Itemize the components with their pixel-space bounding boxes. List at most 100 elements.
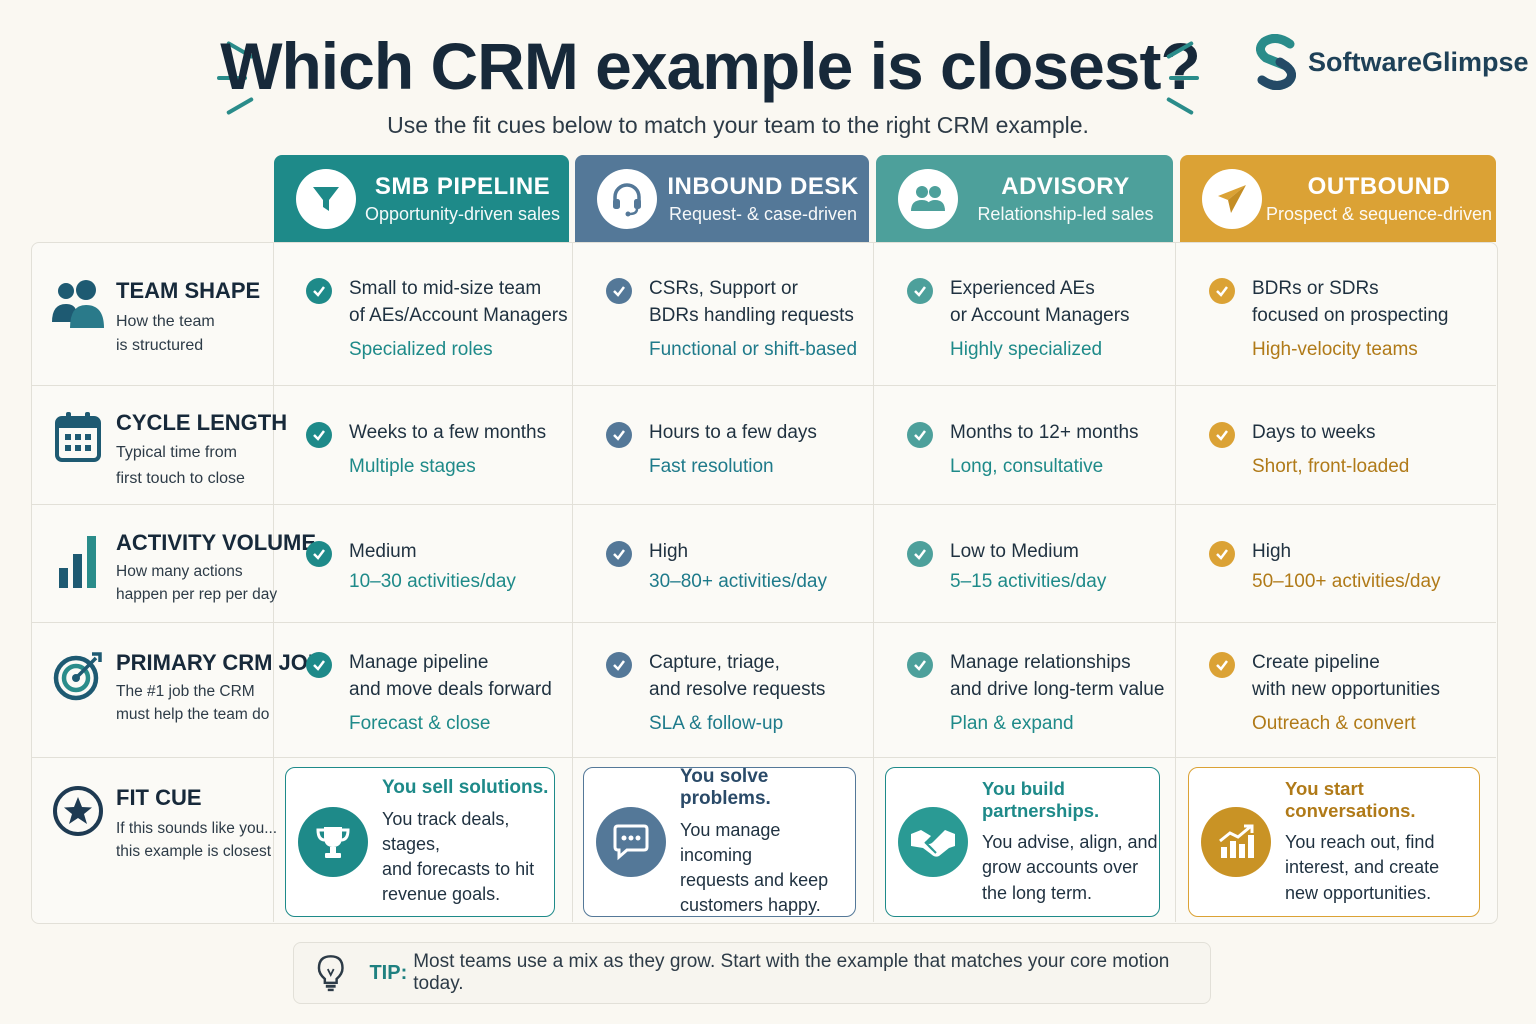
column-title: INBOUND DESK: [667, 172, 859, 200]
cell-primary-job-outbound: Create pipeline with new opportunities Ou…: [1209, 650, 1440, 735]
row-description: How the team is structured: [116, 313, 215, 354]
fit-card-body: You track deals, stages, and forecasts t…: [382, 808, 535, 905]
cell-main-text: Low to Medium: [950, 541, 1079, 562]
fit-card-outbound: You start conversations. You reach out, …: [1188, 767, 1480, 917]
check-icon: [606, 278, 632, 304]
cell-primary-job-smb: Manage pipeline and move deals forward Fo…: [306, 650, 552, 735]
grid-divider: [1175, 242, 1176, 922]
cell-sub-text: Functional or shift-based: [649, 338, 858, 360]
column-subtitle: Prospect & sequence-driven: [1265, 203, 1493, 224]
brand-s-icon: [1256, 34, 1296, 90]
chat-bubble-icon: [596, 807, 666, 877]
cell-sub-text: Outreach & convert: [1252, 712, 1416, 734]
cell-main-text: Experienced AEs or Account Managers: [950, 278, 1130, 326]
tip-banner: TIP: Most teams use a mix as they grow. …: [293, 942, 1211, 1004]
cell-cycle-length-outbound: Days to weeks Short, front-loaded: [1209, 420, 1409, 478]
cell-sub-text: SLA & follow-up: [649, 712, 784, 734]
cell-sub-text: 50–100+ activities/day: [1252, 570, 1441, 592]
cell-sub-text: 30–80+ activities/day: [649, 570, 827, 592]
row-description: The #1 job the CRM must help the team do: [116, 683, 270, 724]
cell-team-shape-smb: Small to mid-size team of AEs/Account Ma…: [306, 276, 568, 361]
cell-main-text: High: [649, 541, 689, 562]
cell-activity-volume-outbound: High 50–100+ activities/day: [1209, 539, 1441, 593]
cell-main-text: High: [1252, 541, 1292, 562]
funnel-icon: [296, 168, 356, 229]
grid-divider: [572, 242, 573, 922]
fit-card-inbound: You solve problems. You manage incoming …: [583, 765, 856, 917]
fit-card-body: You advise, align, and grow accounts ove…: [982, 832, 1158, 903]
fit-card-heading: You sell solutions.: [382, 776, 549, 798]
cell-sub-text: 10–30 activities/day: [349, 570, 516, 592]
cell-sub-text: Long, consultative: [950, 455, 1104, 477]
brand-logo: SoftwareGlimpse: [1256, 34, 1529, 90]
check-icon: [306, 278, 332, 304]
handshake-icon: [898, 807, 968, 877]
column-header-outbound: OUTBOUND Prospect & sequence-driven: [1180, 155, 1496, 242]
column-header-inbound-desk: INBOUND DESK Request- & case-driven: [575, 155, 869, 242]
fit-card-advisory: You build partnerships. You advise, alig…: [885, 767, 1160, 917]
row-label-fit-cue: FIT CUE If this sounds like you... this …: [50, 785, 277, 864]
column-title: OUTBOUND: [1307, 172, 1451, 200]
cell-main-text: Manage relationships and drive long-term…: [950, 652, 1165, 700]
paper-plane-icon: [1202, 168, 1262, 229]
cell-main-text: CSRs, Support or BDRs handling requests: [649, 278, 854, 326]
bar-chart-icon: [50, 530, 106, 590]
fit-card-smb: You sell solutions. You track deals, sta…: [285, 767, 555, 917]
cell-main-text: Small to mid-size team of AEs/Account Ma…: [349, 278, 568, 326]
people-icon: [898, 168, 958, 229]
column-subtitle: Request- & case-driven: [668, 203, 858, 224]
cell-main-text: Medium: [349, 541, 417, 562]
check-icon: [306, 541, 332, 567]
tip-label: TIP:: [369, 961, 408, 984]
fit-card-heading: You start conversations.: [1285, 778, 1416, 822]
check-icon: [907, 652, 933, 678]
cell-sub-text: Forecast & close: [349, 712, 491, 734]
cell-sub-text: Multiple stages: [349, 455, 476, 477]
column-subtitle: Relationship-led sales: [977, 203, 1154, 224]
grid-divider: [31, 504, 1496, 505]
check-icon: [606, 652, 632, 678]
fit-card-body: You reach out, find interest, and create…: [1285, 832, 1440, 903]
cell-main-text: Capture, triage, and resolve requests: [649, 652, 826, 700]
column-subtitle: Opportunity-driven sales: [364, 203, 561, 224]
trophy-icon: [298, 807, 368, 877]
row-description: Typical time from first touch to close: [116, 444, 245, 487]
lightbulb-icon: [317, 955, 344, 992]
fit-card-heading: You solve problems.: [680, 765, 771, 809]
cell-sub-text: Fast resolution: [649, 455, 774, 477]
fit-card-heading: You build partnerships.: [982, 778, 1100, 822]
grid-divider: [31, 757, 1496, 758]
row-title: CYCLE LENGTH: [116, 410, 288, 435]
grid-divider: [31, 622, 1496, 623]
row-description: If this sounds like you... this example …: [116, 820, 278, 861]
column-title: ADVISORY: [1001, 172, 1130, 200]
row-label-team-shape: TEAM SHAPE How the team is structured: [50, 278, 260, 358]
column-title: SMB PIPELINE: [374, 172, 551, 200]
row-title: TEAM SHAPE: [116, 278, 261, 303]
grid-divider: [31, 385, 1496, 386]
cell-main-text: Months to 12+ months: [950, 422, 1139, 443]
cell-sub-text: Short, front-loaded: [1252, 455, 1410, 477]
cell-sub-text: Highly specialized: [950, 338, 1103, 360]
row-title: FIT CUE: [116, 785, 202, 810]
growth-chart-icon: [1201, 807, 1271, 877]
cell-team-shape-inbound: CSRs, Support or BDRs handling requests F…: [606, 276, 857, 361]
row-label-primary-crm-job: PRIMARY CRM JOB The #1 job the CRM must …: [50, 650, 324, 727]
target-icon: [50, 650, 106, 702]
check-icon: [907, 541, 933, 567]
title-decoration-right: [1165, 40, 1205, 116]
cell-activity-volume-inbound: High 30–80+ activities/day: [606, 539, 827, 593]
cell-sub-text: Plan & expand: [950, 712, 1074, 734]
tip-text: Most teams use a mix as they grow. Start…: [413, 951, 1170, 994]
grid-divider: [273, 242, 274, 922]
brand-name: SoftwareGlimpse: [1308, 46, 1529, 77]
check-icon: [907, 278, 933, 304]
cell-primary-job-advisory: Manage relationships and drive long-term…: [907, 650, 1164, 735]
row-label-activity-volume: ACTIVITY VOLUME How many actions happen …: [50, 530, 316, 607]
check-icon: [1209, 278, 1235, 304]
cell-sub-text: 5–15 activities/day: [950, 570, 1107, 592]
cell-primary-job-inbound: Capture, triage, and resolve requests SLA…: [606, 650, 825, 735]
fit-card-body: You manage incoming requests and keep cu…: [680, 819, 829, 916]
column-header-smb-pipeline: SMB PIPELINE Opportunity-driven sales: [274, 155, 569, 242]
team-icon: [50, 278, 106, 330]
